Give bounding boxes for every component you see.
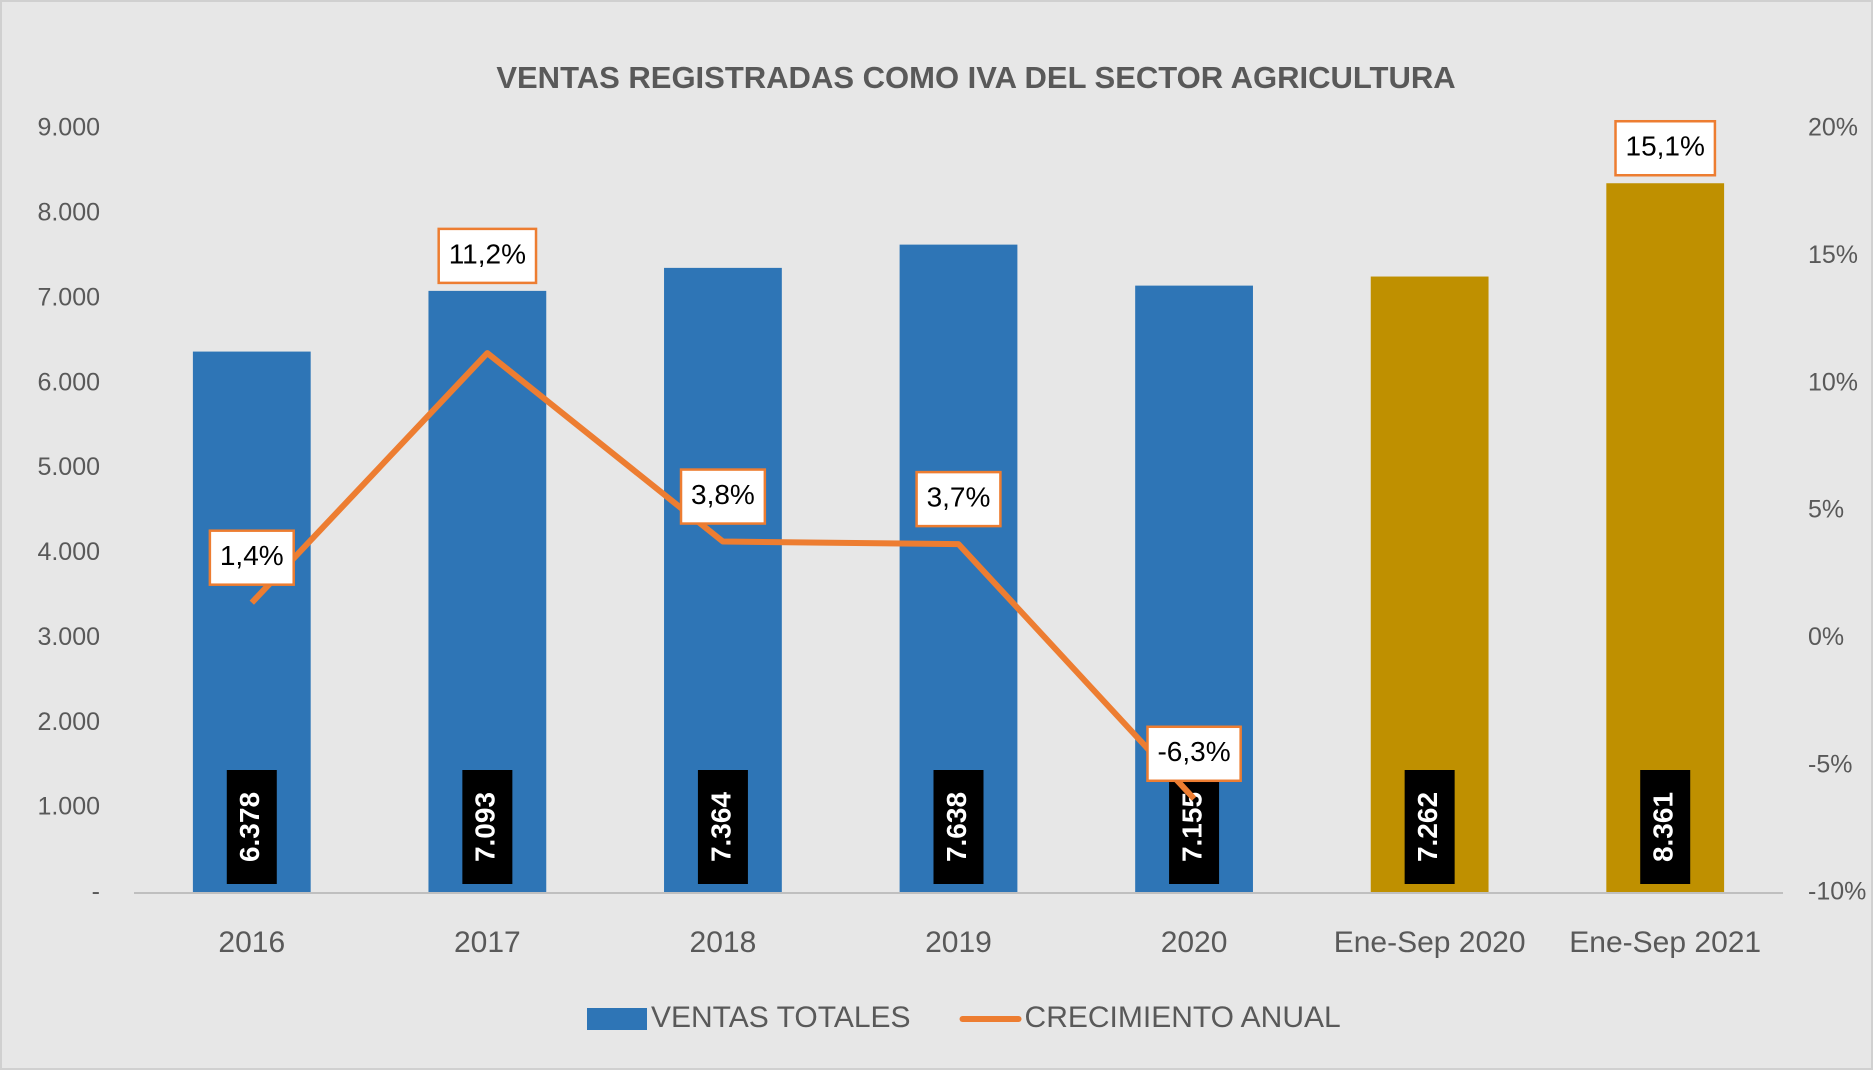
- x-tick-label: 2018: [690, 926, 757, 959]
- line-value-label: 1,4%: [220, 540, 284, 571]
- y-tick-label: 7.000: [37, 283, 100, 311]
- legend-label: CRECIMIENTO ANUAL: [1025, 1001, 1341, 1034]
- y2-tick-label: 0%: [1808, 623, 1844, 651]
- line-value-label: 15,1%: [1626, 131, 1705, 162]
- line-label-box: [208, 529, 295, 586]
- bar-label-box: [697, 770, 748, 884]
- line-value-label-group: 1,4%: [208, 529, 295, 586]
- line-label-box: [679, 468, 767, 525]
- bar-value-label: 7.364: [705, 792, 736, 862]
- y-tick-label: 3.000: [37, 623, 100, 651]
- line-label-box: [1146, 725, 1242, 783]
- line-value-label: 11,2%: [449, 238, 526, 269]
- bar-label-box: [1640, 770, 1691, 884]
- line-value-label-group: 15,1%: [1614, 119, 1717, 177]
- y-tick-label: 1.000: [37, 793, 100, 821]
- line-value-label: 3,8%: [691, 479, 755, 510]
- y-tick-label: -: [92, 878, 100, 906]
- y-tick-label: 4.000: [37, 538, 100, 566]
- y2-tick-label: 20%: [1808, 114, 1858, 142]
- line-value-label-group: 3,8%: [679, 468, 767, 525]
- y2-tick-label: -5%: [1808, 750, 1852, 778]
- line-value-label: 3,7%: [927, 481, 991, 512]
- y2-tick-label: 15%: [1808, 241, 1858, 269]
- y-tick-label: 6.000: [37, 368, 100, 396]
- x-tick-label: 2017: [454, 926, 521, 959]
- bar-label-box: [1169, 770, 1220, 884]
- bar-label-box: [226, 770, 277, 884]
- bar-value-label: 7.262: [1412, 792, 1443, 862]
- y-tick-label: 9.000: [37, 114, 100, 142]
- chart-title: VENTAS REGISTRADAS COMO IVA DEL SECTOR A…: [496, 60, 1455, 95]
- bar-value-label: 8.361: [1648, 792, 1679, 862]
- line-series: [249, 350, 1197, 801]
- y-tick-label: 8.000: [37, 198, 100, 226]
- legend-swatch: [587, 1008, 647, 1030]
- x-tick-label: 2020: [1161, 926, 1228, 959]
- x-tick-label: 2016: [218, 926, 285, 959]
- y2-tick-label: 10%: [1808, 368, 1858, 396]
- bar-value-label: 6.378: [234, 792, 265, 862]
- x-tick-label: Ene-Sep 2020: [1334, 926, 1526, 959]
- line-label-box: [915, 470, 1002, 528]
- line-value-label-group: 3,7%: [915, 470, 1002, 528]
- line-value-label-group: 11,2%: [437, 227, 538, 285]
- line-value-label-group: -6,3%: [1146, 725, 1242, 783]
- x-tick-label: 2019: [925, 926, 992, 959]
- y2-tick-label: -10%: [1808, 878, 1866, 906]
- bar-label-box: [462, 770, 513, 884]
- line-label-box: [1614, 119, 1717, 177]
- bar-value-label: 7.638: [941, 792, 972, 862]
- bar-value-label: 7.155: [1176, 792, 1207, 862]
- line-label-box: [437, 227, 538, 285]
- bar-value-label: 7.093: [470, 792, 501, 862]
- y-tick-label: 5.000: [37, 453, 100, 481]
- y2-tick-label: 5%: [1808, 496, 1844, 524]
- bar-label-box: [1404, 770, 1455, 884]
- bar-label-box: [933, 770, 984, 884]
- x-tick-label: Ene-Sep 2021: [1569, 926, 1761, 959]
- legend-label: VENTAS TOTALES: [651, 1001, 911, 1034]
- line-value-label: -6,3%: [1157, 736, 1230, 767]
- y-tick-label: 2.000: [37, 708, 100, 736]
